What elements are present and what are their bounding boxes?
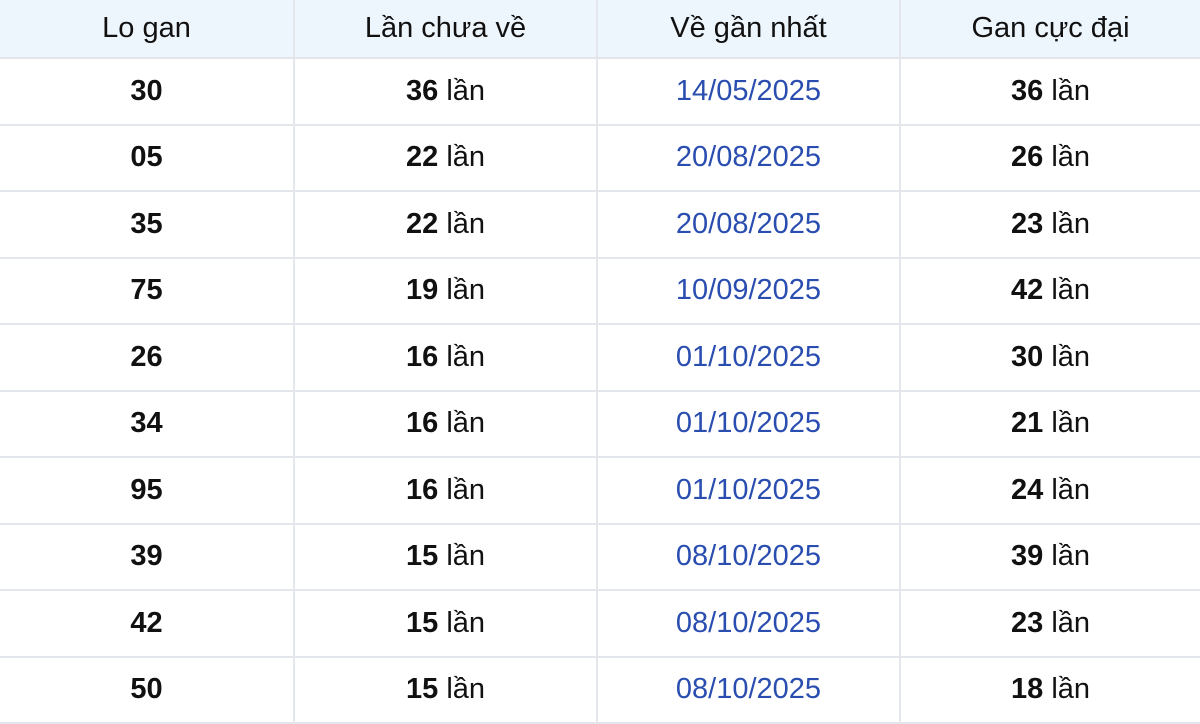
table-row: 26 16 lần 01/10/2025 30 lần <box>0 323 1200 392</box>
ve-gan-nhat-date: 20/08/2025 <box>596 123 901 192</box>
header-lo-gan: Lo gan <box>0 0 295 59</box>
count: 39 <box>1010 540 1044 573</box>
count: 23 <box>1010 606 1044 639</box>
gan-cuc-dai-cell: 39 lần <box>899 522 1200 591</box>
unit: lần <box>1051 673 1091 706</box>
table-row: 30 36 lần 14/05/2025 36 lần <box>0 57 1200 126</box>
count: 23 <box>1010 207 1044 240</box>
count: 24 <box>1010 473 1044 506</box>
header-gan-cuc-dai: Gan cực đại <box>899 0 1200 59</box>
table-row: 39 15 lần 08/10/2025 39 lần <box>0 522 1200 591</box>
unit: lần <box>446 673 486 706</box>
lan-chua-ve-cell: 36 lần <box>293 57 598 126</box>
unit: lần <box>446 540 486 573</box>
unit: lần <box>1051 207 1091 240</box>
ve-gan-nhat-date: 10/09/2025 <box>596 256 901 325</box>
count: 15 <box>405 540 439 573</box>
count: 15 <box>405 606 439 639</box>
ve-gan-nhat-date: 01/10/2025 <box>596 456 901 525</box>
unit: lần <box>1051 340 1091 373</box>
lan-chua-ve-cell: 16 lần <box>293 389 598 458</box>
lan-chua-ve-cell: 19 lần <box>293 256 598 325</box>
lo-number: 30 <box>0 57 295 126</box>
gan-cuc-dai-cell: 23 lần <box>899 589 1200 658</box>
table-row: 35 22 lần 20/08/2025 23 lần <box>0 190 1200 259</box>
lan-chua-ve-cell: 22 lần <box>293 123 598 192</box>
gan-cuc-dai-cell: 42 lần <box>899 256 1200 325</box>
lan-chua-ve-cell: 15 lần <box>293 655 598 724</box>
table-row: 42 15 lần 08/10/2025 23 lần <box>0 589 1200 658</box>
header-ve-gan-nhat: Về gần nhất <box>596 0 901 59</box>
ve-gan-nhat-date: 14/05/2025 <box>596 57 901 126</box>
count: 36 <box>1010 74 1044 107</box>
unit: lần <box>1051 274 1091 307</box>
unit: lần <box>446 473 486 506</box>
count: 36 <box>405 74 439 107</box>
count: 19 <box>405 274 439 307</box>
unit: lần <box>1051 606 1091 639</box>
ve-gan-nhat-date: 01/10/2025 <box>596 389 901 458</box>
lo-number: 26 <box>0 323 295 392</box>
unit: lần <box>446 141 486 174</box>
lo-number: 34 <box>0 389 295 458</box>
table-row: 50 15 lần 08/10/2025 18 lần <box>0 655 1200 724</box>
count: 15 <box>405 673 439 706</box>
count: 30 <box>1010 340 1044 373</box>
lan-chua-ve-cell: 16 lần <box>293 323 598 392</box>
count: 22 <box>405 207 439 240</box>
count: 16 <box>405 340 439 373</box>
table-row: 75 19 lần 10/09/2025 42 lần <box>0 256 1200 325</box>
header-lan-chua-ve: Lần chưa về <box>293 0 598 59</box>
count: 42 <box>1010 274 1044 307</box>
ve-gan-nhat-date: 20/08/2025 <box>596 190 901 259</box>
gan-cuc-dai-cell: 24 lần <box>899 456 1200 525</box>
unit: lần <box>446 340 486 373</box>
ve-gan-nhat-date: 08/10/2025 <box>596 655 901 724</box>
gan-cuc-dai-cell: 30 lần <box>899 323 1200 392</box>
unit: lần <box>1051 74 1091 107</box>
unit: lần <box>1051 540 1091 573</box>
lo-number: 39 <box>0 522 295 591</box>
unit: lần <box>1051 473 1091 506</box>
header-row: Lo gan Lần chưa về Về gần nhất Gan cực đ… <box>0 0 1200 59</box>
table-row: 05 22 lần 20/08/2025 26 lần <box>0 123 1200 192</box>
lo-number: 35 <box>0 190 295 259</box>
gan-cuc-dai-cell: 21 lần <box>899 389 1200 458</box>
lan-chua-ve-cell: 22 lần <box>293 190 598 259</box>
lan-chua-ve-cell: 16 lần <box>293 456 598 525</box>
count: 26 <box>1010 141 1044 174</box>
lo-number: 42 <box>0 589 295 658</box>
unit: lần <box>446 606 486 639</box>
count: 18 <box>1010 673 1044 706</box>
unit: lần <box>1051 141 1091 174</box>
unit: lần <box>446 207 486 240</box>
ve-gan-nhat-date: 01/10/2025 <box>596 323 901 392</box>
count: 21 <box>1010 407 1044 440</box>
lan-chua-ve-cell: 15 lần <box>293 589 598 658</box>
table-row: 34 16 lần 01/10/2025 21 lần <box>0 389 1200 458</box>
lo-number: 95 <box>0 456 295 525</box>
lo-number: 50 <box>0 655 295 724</box>
ve-gan-nhat-date: 08/10/2025 <box>596 522 901 591</box>
lo-number: 05 <box>0 123 295 192</box>
unit: lần <box>446 274 486 307</box>
unit: lần <box>1051 407 1091 440</box>
table-row: 95 16 lần 01/10/2025 24 lần <box>0 456 1200 525</box>
gan-cuc-dai-cell: 18 lần <box>899 655 1200 724</box>
unit: lần <box>446 407 486 440</box>
count: 16 <box>405 407 439 440</box>
lo-number: 75 <box>0 256 295 325</box>
count: 22 <box>405 141 439 174</box>
gan-cuc-dai-cell: 23 lần <box>899 190 1200 259</box>
unit: lần <box>446 74 486 107</box>
ve-gan-nhat-date: 08/10/2025 <box>596 589 901 658</box>
gan-cuc-dai-cell: 26 lần <box>899 123 1200 192</box>
count: 16 <box>405 473 439 506</box>
gan-cuc-dai-cell: 36 lần <box>899 57 1200 126</box>
lan-chua-ve-cell: 15 lần <box>293 522 598 591</box>
